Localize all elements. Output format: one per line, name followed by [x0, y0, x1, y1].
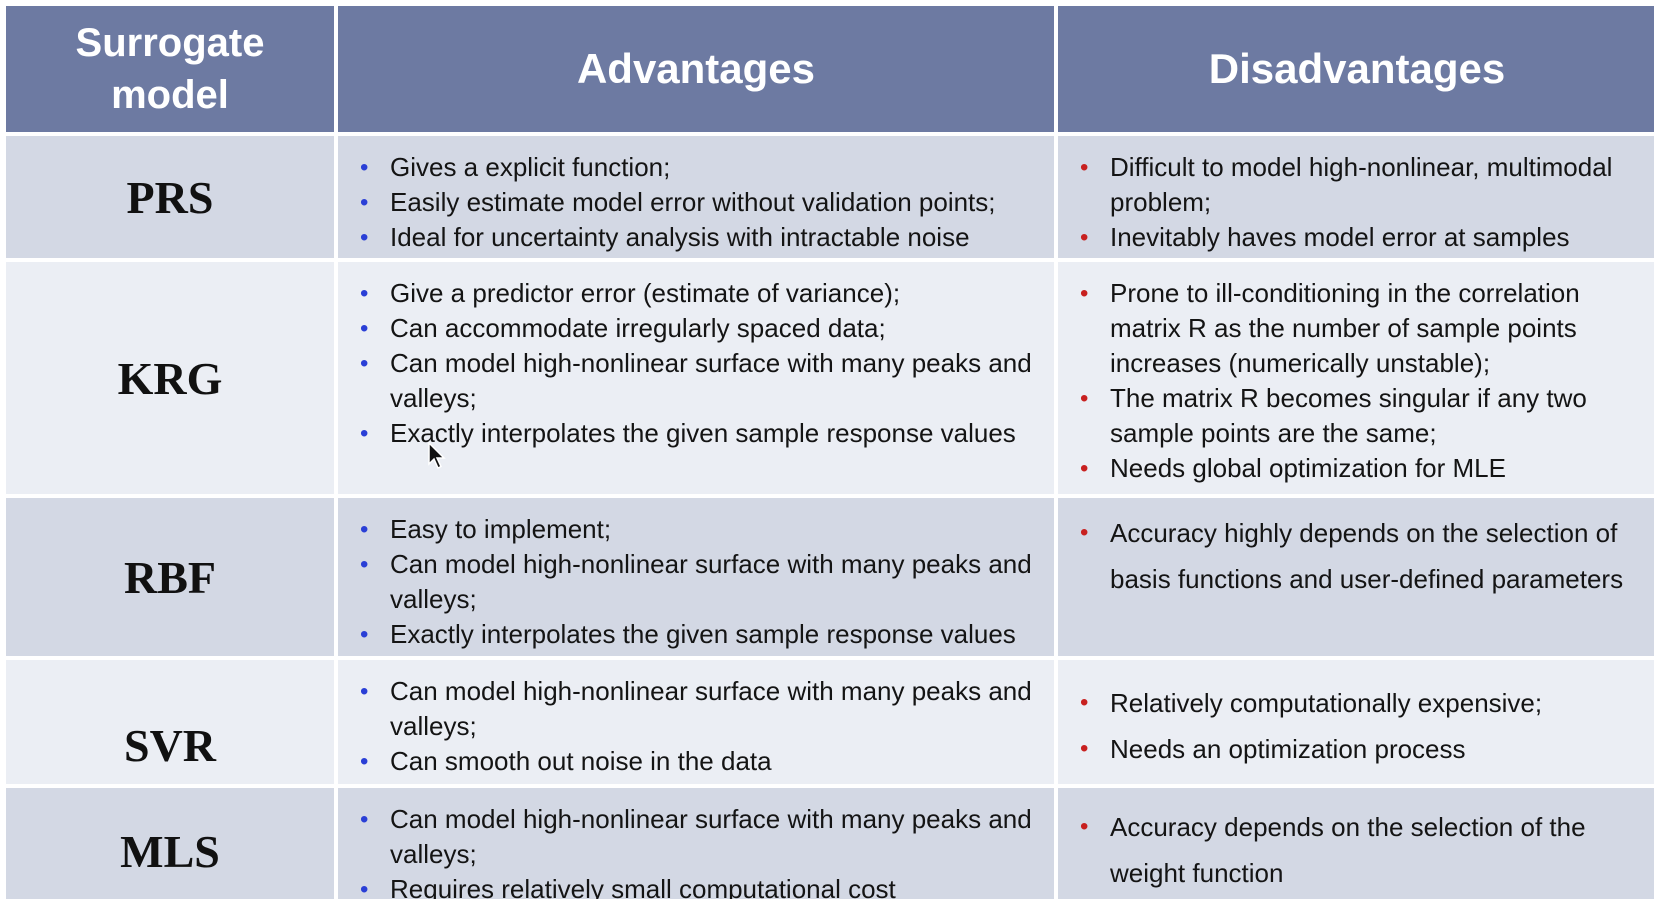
advantage-item: Can model high-nonlinear surface with ma…: [360, 346, 1038, 416]
disadvantage-item: The matrix R becomes singular if any two…: [1080, 381, 1640, 451]
model-name-mls: MLS: [6, 788, 334, 899]
advantage-item: Gives a explicit function;: [360, 150, 1038, 185]
model-name-label: SVR: [123, 720, 217, 771]
model-name-prs: PRS: [6, 136, 334, 258]
disadvantages-list: Accuracy depends on the selection of the…: [1058, 788, 1654, 896]
advantage-item: Requires relatively small computational …: [360, 872, 1038, 899]
model-name-svr: SVR: [6, 660, 334, 784]
disadvantage-item: Needs an optimization process: [1080, 726, 1640, 772]
disadvantage-item: Accuracy depends on the selection of the…: [1080, 804, 1640, 896]
disadvantage-item: Inevitably haves model error at samples: [1080, 220, 1640, 255]
model-name-rbf: RBF: [6, 498, 334, 656]
disadvantage-item: Difficult to model high-nonlinear, multi…: [1080, 150, 1640, 220]
advantages-list: Give a predictor error (estimate of vari…: [338, 262, 1054, 451]
advantage-item: Exactly interpolates the given sample re…: [360, 416, 1038, 451]
disadvantage-item: Relatively computationally expensive;: [1080, 680, 1640, 726]
advantage-item: Easily estimate model error without vali…: [360, 185, 1038, 220]
disadvantage-item: Accuracy highly depends on the selection…: [1080, 510, 1640, 602]
advantages-cell-svr: Can model high-nonlinear surface with ma…: [338, 660, 1054, 784]
advantages-cell-mls: Can model high-nonlinear surface with ma…: [338, 788, 1054, 899]
disadvantages-cell-svr: Relatively computationally expensive; Ne…: [1058, 660, 1654, 784]
disadvantage-item: Prone to ill-conditioning in the correla…: [1080, 276, 1640, 381]
comparison-table: Surrogate model Advantages Disadvantages…: [6, 6, 1654, 899]
advantage-item: Can accommodate irregularly spaced data;: [360, 311, 1038, 346]
disadvantage-item: Needs global optimization for MLE: [1080, 451, 1640, 486]
advantages-cell-prs: Gives a explicit function; Easily estima…: [338, 136, 1054, 258]
header-model-label: Surrogate model: [75, 21, 265, 117]
model-name-label: RBF: [124, 551, 216, 603]
header-advantages: Advantages: [338, 6, 1054, 132]
model-name-label: MLS: [120, 825, 220, 877]
disadvantages-list: Relatively computationally expensive; Ne…: [1058, 660, 1654, 772]
disadvantages-list: Difficult to model high-nonlinear, multi…: [1058, 136, 1654, 255]
advantages-cell-krg: Give a predictor error (estimate of vari…: [338, 262, 1054, 494]
advantage-item: Can model high-nonlinear surface with ma…: [360, 674, 1038, 744]
advantages-cell-rbf: Easy to implement; Can model high-nonlin…: [338, 498, 1054, 656]
disadvantages-cell-krg: Prone to ill-conditioning in the correla…: [1058, 262, 1654, 494]
mouse-cursor-icon: [428, 442, 446, 470]
advantages-list: Can model high-nonlinear surface with ma…: [338, 660, 1054, 779]
advantage-item: Easy to implement;: [360, 512, 1038, 547]
header-disadvantages: Disadvantages: [1058, 6, 1654, 132]
advantage-item: Ideal for uncertainty analysis with intr…: [360, 220, 1038, 255]
advantages-list: Easy to implement; Can model high-nonlin…: [338, 498, 1054, 652]
advantage-item: Can smooth out noise in the data: [360, 744, 1038, 779]
disadvantages-list: Prone to ill-conditioning in the correla…: [1058, 262, 1654, 486]
header-advantages-label: Advantages: [576, 45, 816, 92]
header-disadvantages-label: Disadvantages: [1208, 45, 1506, 92]
header-model: Surrogate model: [6, 6, 334, 132]
advantage-item: Give a predictor error (estimate of vari…: [360, 276, 1038, 311]
model-name-krg: KRG: [6, 262, 334, 494]
disadvantages-list: Accuracy highly depends on the selection…: [1058, 498, 1654, 602]
model-name-label: KRG: [117, 352, 223, 404]
disadvantages-cell-rbf: Accuracy highly depends on the selection…: [1058, 498, 1654, 656]
disadvantages-cell-prs: Difficult to model high-nonlinear, multi…: [1058, 136, 1654, 258]
advantage-item: Can model high-nonlinear surface with ma…: [360, 547, 1038, 617]
disadvantages-cell-mls: Accuracy depends on the selection of the…: [1058, 788, 1654, 899]
advantage-item: Can model high-nonlinear surface with ma…: [360, 802, 1038, 872]
model-name-label: PRS: [126, 171, 214, 223]
advantages-list: Can model high-nonlinear surface with ma…: [338, 788, 1054, 899]
advantage-item: Exactly interpolates the given sample re…: [360, 617, 1038, 652]
advantages-list: Gives a explicit function; Easily estima…: [338, 136, 1054, 255]
